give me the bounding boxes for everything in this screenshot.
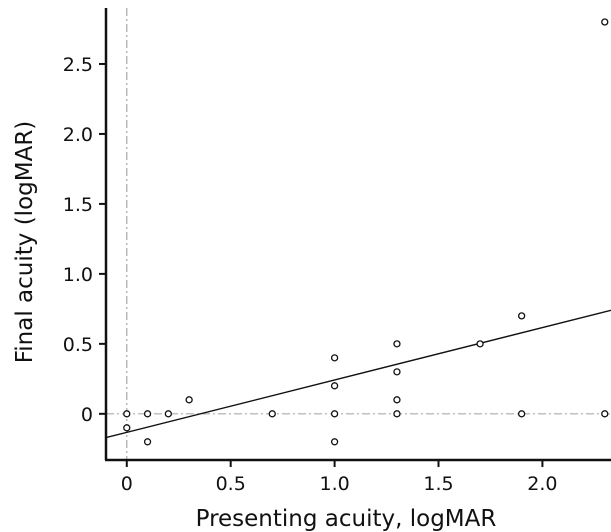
data-point (601, 18, 609, 26)
data-point (123, 410, 131, 418)
data-point (601, 410, 609, 418)
fit-line-group (105, 309, 611, 439)
data-point (393, 368, 401, 376)
data-point (185, 396, 193, 404)
y-axis-title: Final acuity (logMAR) (12, 121, 38, 364)
reference-lines (106, 8, 611, 460)
data-point (268, 410, 276, 418)
data-point (123, 424, 131, 432)
x-axis-title: Presenting acuity, logMAR (196, 506, 497, 532)
x-tick-label: 0 (121, 473, 133, 495)
y-tick-label: 0.5 (63, 334, 93, 356)
y-tick-label: 2.5 (63, 54, 93, 76)
data-point (330, 354, 339, 362)
data-point (517, 410, 526, 418)
data-point (330, 410, 339, 418)
fit-line (105, 309, 611, 439)
y-tick-label: 1.0 (63, 264, 93, 286)
data-point (143, 438, 152, 446)
ticks: 0 0.5 1.0 1.5 2.0 0 0.5 1.0 1.5 2.0 2.5 (63, 54, 558, 495)
data-point (476, 340, 484, 348)
data-point (393, 340, 401, 348)
data-point (393, 410, 401, 418)
axes (104, 8, 611, 462)
data-point (330, 382, 339, 390)
data-point (393, 396, 401, 404)
y-tick-label: 0 (81, 404, 93, 426)
x-tick-label: 0.5 (216, 473, 246, 495)
y-tick-label: 1.5 (63, 194, 93, 216)
data-point (164, 410, 172, 418)
x-tick-label: 1.5 (423, 473, 453, 495)
data-point (330, 438, 339, 446)
data-points (123, 18, 609, 446)
data-point (143, 410, 152, 418)
y-tick-label: 2.0 (63, 124, 93, 146)
x-tick-label: 2.0 (527, 473, 557, 495)
x-tick-label: 1.0 (319, 473, 349, 495)
data-point (517, 312, 526, 320)
